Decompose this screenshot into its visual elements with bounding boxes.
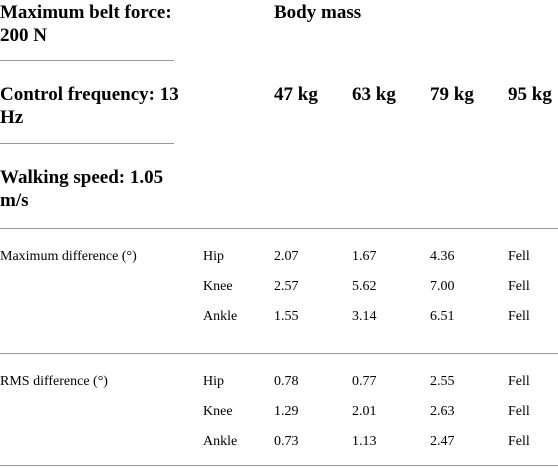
divider — [0, 60, 174, 61]
table-cell: 2.63 — [430, 404, 455, 419]
joint-label: Knee — [203, 279, 233, 294]
table-cell: 0.77 — [352, 374, 377, 389]
table-cell: 2.57 — [274, 279, 299, 294]
joint-label: Hip — [203, 249, 224, 264]
divider — [0, 353, 558, 354]
table-cell: 1.13 — [352, 434, 377, 449]
mass-header-95: 95 kg — [508, 84, 552, 105]
table-cell: 6.51 — [430, 309, 455, 324]
mass-header-63: 63 kg — [352, 84, 396, 105]
table-cell: 2.01 — [352, 404, 377, 419]
table-cell: Fell — [508, 279, 530, 294]
table-cell: 3.14 — [352, 309, 377, 324]
table-cell: 0.73 — [274, 434, 299, 449]
group-label-max-diff: Maximum difference (°) — [0, 249, 137, 264]
table-cell: 4.36 — [430, 249, 455, 264]
table-cell: Fell — [508, 374, 530, 389]
divider — [0, 465, 558, 466]
joint-label: Ankle — [203, 434, 238, 449]
table-cell: Fell — [508, 309, 530, 324]
walking-speed-header: Walking speed: 1.05 m/s — [0, 167, 164, 211]
joint-label: Ankle — [203, 309, 238, 324]
divider — [0, 143, 174, 144]
mass-header-47: 47 kg — [274, 84, 318, 105]
table-cell: 2.55 — [430, 374, 455, 389]
table-cell: 5.62 — [352, 279, 377, 294]
group-label-rms-diff: RMS difference (°) — [0, 374, 108, 389]
table-cell: 7.00 — [430, 279, 455, 294]
table-cell: Fell — [508, 249, 530, 264]
table-cell: 1.67 — [352, 249, 377, 264]
body-mass-header: Body mass — [274, 2, 362, 23]
divider — [0, 228, 558, 229]
table-cell: Fell — [508, 434, 530, 449]
joint-label: Hip — [203, 374, 224, 389]
table-cell: 1.29 — [274, 404, 299, 419]
table-cell: 0.78 — [274, 374, 299, 389]
mass-header-79: 79 kg — [430, 84, 474, 105]
max-belt-force-header: Maximum belt force: 200 N — [0, 2, 172, 46]
table-cell: 2.47 — [430, 434, 455, 449]
table-cell: 1.55 — [274, 309, 299, 324]
table-cell: 2.07 — [274, 249, 299, 264]
control-frequency-header: Control frequency: 13 Hz — [0, 84, 179, 128]
table-cell: Fell — [508, 404, 530, 419]
joint-label: Knee — [203, 404, 233, 419]
